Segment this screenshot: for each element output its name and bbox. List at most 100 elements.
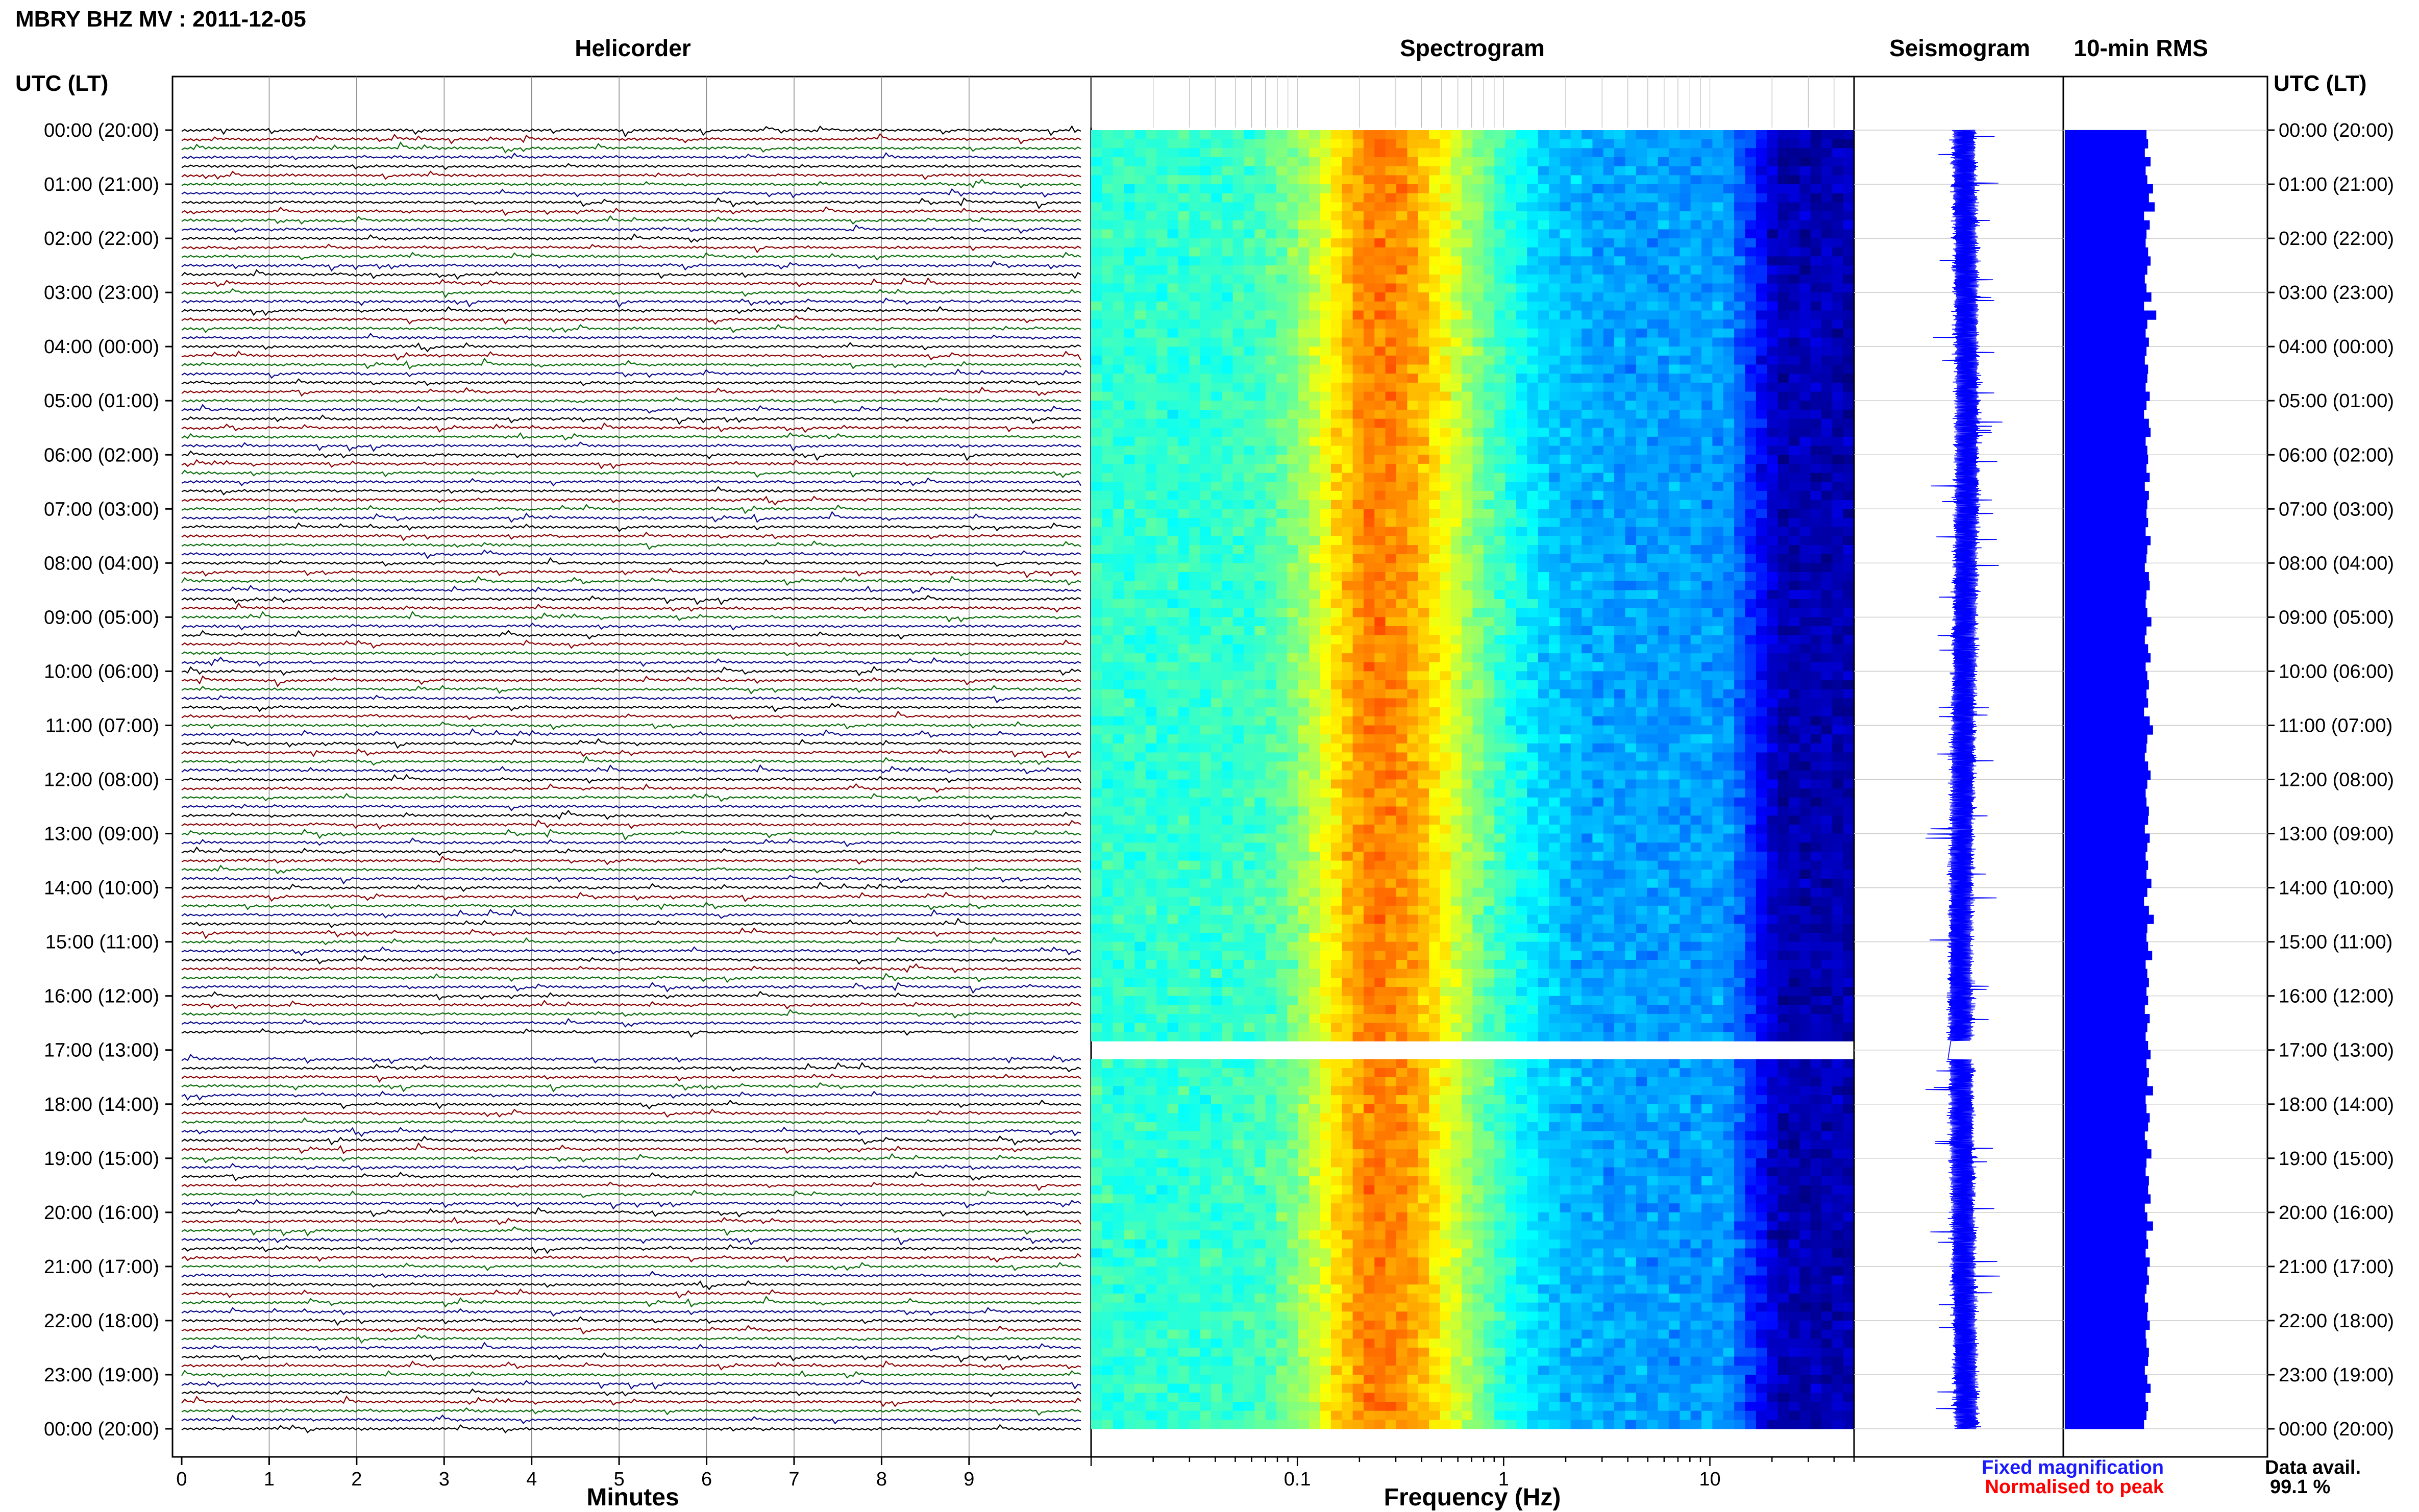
spectrogram-cell — [1167, 1402, 1179, 1411]
spectrogram-cell — [1167, 797, 1179, 807]
spectrogram-cell — [1222, 175, 1233, 185]
helicorder-trace — [181, 422, 1081, 433]
spectrogram-cell — [1178, 725, 1190, 735]
spectrogram-cell — [1352, 1140, 1364, 1150]
spectrogram-cell — [1265, 310, 1277, 320]
spectrogram-cell — [1396, 428, 1408, 437]
spectrogram-cell — [1450, 590, 1462, 600]
spectrogram-cell — [1342, 1203, 1353, 1213]
spectrogram-cell — [1189, 1095, 1201, 1105]
spectrogram-cell — [1244, 265, 1255, 275]
spectrogram-cell — [1298, 905, 1310, 915]
spectrogram-cell — [1374, 1059, 1386, 1069]
spectrogram-cell — [1276, 391, 1288, 401]
spectrogram-cell — [1113, 545, 1124, 555]
spectrogram-cell — [1102, 806, 1114, 816]
spectrogram-cell — [1091, 274, 1102, 284]
spectrogram-cell — [1211, 1257, 1222, 1267]
spectrogram-cell — [1287, 960, 1299, 970]
spectrogram-cell — [1145, 292, 1157, 302]
spectrogram-cell — [1440, 860, 1451, 870]
spectrogram-cell — [1178, 409, 1190, 419]
spectrogram-cell — [1134, 374, 1146, 383]
spectrogram-cell — [1450, 815, 1462, 825]
spectrogram-cell — [1102, 382, 1114, 392]
spectrogram-cell — [1232, 211, 1244, 221]
spectrogram-cell — [1211, 1095, 1222, 1105]
spectrogram-cell — [1178, 490, 1190, 501]
spectrogram-cell — [1211, 987, 1222, 997]
spectrogram-cell — [1385, 1014, 1397, 1024]
spectrogram-cell — [1429, 1014, 1441, 1024]
spectrogram-cell — [1167, 960, 1179, 970]
spectrogram-cell — [1385, 860, 1397, 870]
spectrogram-cell — [1418, 337, 1429, 347]
spectrogram-cell — [1363, 914, 1375, 924]
spectrogram-cell — [1330, 1410, 1342, 1420]
spectrogram-cell — [1189, 617, 1201, 627]
spectrogram-cell — [1374, 382, 1386, 392]
spectrogram-cell — [1156, 445, 1168, 455]
spectrogram-cell — [1254, 1005, 1266, 1014]
spectrogram-cell — [1091, 1194, 1102, 1204]
spectrogram-cell — [1113, 680, 1124, 690]
spectrogram-cell — [1156, 833, 1168, 843]
spectrogram-cell — [1145, 941, 1157, 951]
spectrogram-cell — [1309, 1311, 1321, 1321]
spectrogram-cell — [1265, 842, 1277, 852]
spectrogram-cell — [1450, 563, 1462, 573]
spectrogram-cell — [1134, 382, 1146, 392]
spectrogram-cell — [1222, 193, 1233, 203]
spectrogram-cell — [1342, 860, 1353, 870]
spectrogram-cell — [1309, 1284, 1321, 1294]
spectrogram-cell — [1276, 473, 1288, 482]
spectrogram-cell — [1450, 274, 1462, 284]
spectrogram-cell — [1352, 1032, 1364, 1042]
spectrogram-cell — [1124, 202, 1136, 212]
spectrogram-cell — [1276, 1393, 1288, 1402]
spectrogram-cell — [1265, 1420, 1277, 1429]
spectrogram-cell — [1167, 1275, 1179, 1285]
spectrogram-cell — [1407, 364, 1419, 374]
spectrogram-cell — [1309, 978, 1321, 987]
spectrogram-cell — [1352, 635, 1364, 645]
spectrogram-cell — [1178, 193, 1190, 203]
spectrogram-cell — [1145, 337, 1157, 347]
spectrogram-cell — [1309, 148, 1321, 158]
spectrogram-cell — [1156, 1203, 1168, 1213]
spectrogram-cell — [1363, 1086, 1375, 1096]
spectrogram-cell — [1276, 960, 1288, 970]
spectrogram-cell — [1418, 797, 1429, 807]
spectrogram-cell — [1396, 1077, 1408, 1086]
spectrogram-cell — [1320, 725, 1331, 735]
spectrogram-cell — [1145, 238, 1157, 248]
spectrogram-cell — [1309, 374, 1321, 383]
spectrogram-cell — [1298, 761, 1310, 771]
spectrogram-cell — [1396, 157, 1408, 167]
spectrogram-cell — [1113, 473, 1124, 482]
spectrogram-cell — [1254, 175, 1266, 185]
spectrogram-cell — [1429, 1140, 1441, 1150]
spectrogram-cell — [1320, 1366, 1331, 1375]
spectrogram-cell — [1342, 662, 1353, 672]
spectrogram-cell — [1211, 662, 1222, 672]
spectrogram-cell — [1200, 1239, 1212, 1249]
spectrogram-cell — [1287, 933, 1299, 943]
spectrogram-cell — [1396, 1239, 1408, 1249]
spectrogram-cell — [1385, 175, 1397, 185]
spectrogram-cell — [1167, 428, 1179, 437]
spectrogram-cell — [1287, 436, 1299, 447]
spectrogram-cell — [1189, 707, 1201, 717]
spectrogram-cell — [1440, 743, 1451, 753]
spectrogram-cell — [1145, 590, 1157, 600]
spectrogram-cell — [1145, 1420, 1157, 1429]
spectrogram-cell — [1352, 752, 1364, 762]
helicorder-trace — [181, 1117, 1081, 1125]
spectrogram-cell — [1330, 833, 1342, 843]
spectrogram-cell — [1178, 806, 1190, 816]
spectrogram-cell — [1320, 779, 1331, 789]
spectrogram-cell — [1189, 1248, 1201, 1258]
spectrogram-cell — [1385, 500, 1397, 509]
spectrogram-cell — [1145, 1230, 1157, 1240]
spectrogram-cell — [1124, 978, 1136, 987]
